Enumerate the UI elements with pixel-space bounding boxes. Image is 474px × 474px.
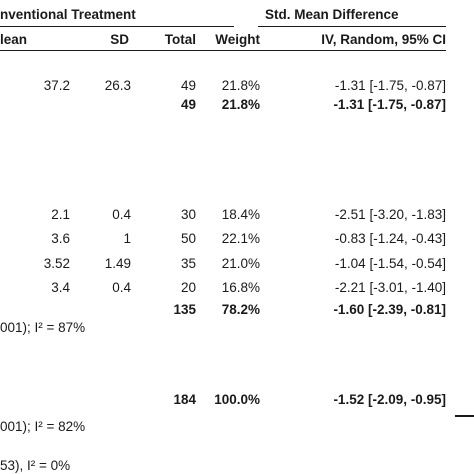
cell-sd: 26.3	[104, 78, 131, 93]
cell-total: 35	[180, 256, 196, 271]
heterogeneity-subgroup-note: 001); I² = 87%	[0, 320, 86, 335]
col-mean-header: lean	[0, 32, 28, 47]
col-sd-header: SD	[110, 32, 129, 47]
cell-ci: -0.83 [-1.24, -0.43]	[334, 231, 446, 246]
col-weight-header: Weight	[215, 32, 260, 47]
subgroup-difference-note: 53), I² = 0%	[0, 458, 71, 473]
cell-ci: -2.21 [-3.01, -1.40]	[334, 280, 446, 295]
cell-weight: 18.4%	[221, 207, 260, 222]
smd-header: Std. Mean Difference	[265, 7, 399, 22]
cell-weight: 22.1%	[221, 231, 260, 246]
group-header: nventional Treatment	[0, 7, 136, 22]
cell-sd: 0.4	[112, 280, 131, 295]
cell-ci: -1.52 [-2.09, -0.95]	[333, 392, 446, 407]
cell-sd: 1	[123, 231, 131, 246]
col-header-underline	[0, 50, 446, 51]
cell-mean: 37.2	[43, 78, 70, 93]
cell-ci: -1.60 [-2.39, -0.81]	[333, 302, 446, 317]
cell-total: 30	[180, 207, 196, 222]
group-header-underline	[0, 26, 234, 27]
cell-mean: 3.4	[51, 280, 70, 295]
cell-weight: 100.0%	[214, 392, 260, 407]
cell-mean: 3.6	[51, 231, 70, 246]
cell-total: 50	[180, 231, 196, 246]
cell-mean: 3.52	[43, 256, 70, 271]
col-ci-header: IV, Random, 95% CI	[321, 32, 446, 47]
cell-total: 20	[180, 280, 196, 295]
cell-total: 135	[173, 302, 196, 317]
cell-weight: 78.2%	[221, 302, 260, 317]
cell-total: 49	[180, 97, 196, 112]
cell-mean: 2.1	[51, 207, 70, 222]
cell-weight: 16.8%	[221, 280, 260, 295]
cell-weight: 21.8%	[221, 97, 260, 112]
cell-weight: 21.0%	[221, 256, 260, 271]
col-total-header: Total	[164, 32, 196, 47]
cell-total: 184	[173, 392, 196, 407]
cell-ci: -2.51 [-3.20, -1.83]	[334, 207, 446, 222]
cell-total: 49	[180, 78, 196, 93]
heterogeneity-total-note: 001); I² = 82%	[0, 419, 86, 434]
cell-ci: -1.31 [-1.75, -0.87]	[333, 97, 446, 112]
cell-weight: 21.8%	[221, 78, 260, 93]
smd-header-underline	[258, 26, 446, 27]
cell-sd: 1.49	[104, 256, 131, 271]
cell-ci: -1.04 [-1.54, -0.54]	[334, 256, 446, 271]
cell-ci: -1.31 [-1.75, -0.87]	[334, 78, 446, 93]
cell-sd: 0.4	[112, 207, 131, 222]
forest-axis-line	[455, 415, 474, 417]
